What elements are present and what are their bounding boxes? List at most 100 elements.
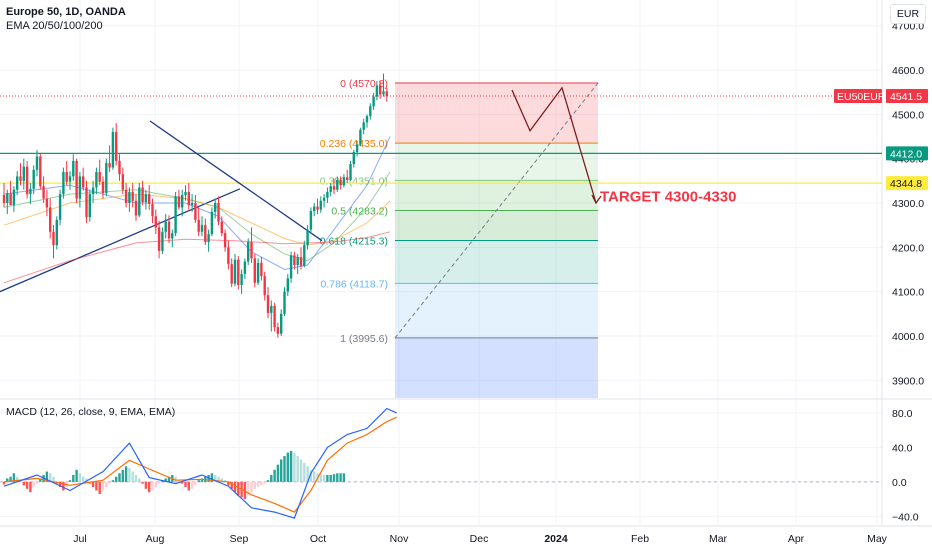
candle-body [65,171,68,182]
time-axis-tick: Jul [73,533,86,545]
candle-body [194,203,197,220]
macd-histogram-bar [286,452,289,482]
macd-histogram-bar [256,481,260,488]
ema-line [3,193,391,246]
candle-body [210,211,214,235]
macd-histogram-bar [32,481,35,488]
macd-histogram-bar [138,478,141,482]
candle-body [342,177,346,186]
target-annotation: TARGET 4300-4330 [600,188,736,205]
macd-histogram-bar [78,473,82,482]
candle-body [379,85,382,95]
macd-histogram-bar [322,475,326,482]
candle-body [247,242,250,262]
fib-level-label: 0.236 (4435.0) [320,138,388,150]
candle-body [253,258,256,283]
time-axis-tick: Nov [390,533,409,545]
candle-body [42,186,45,199]
candle-body [204,225,207,242]
macd-histogram-bar [177,480,181,482]
macd-histogram-bar [336,473,339,482]
macd-histogram-bar [91,481,95,488]
candle-body [115,132,118,161]
macd-histogram-bar [85,478,88,482]
candle-body [161,231,164,251]
candle-body [372,96,375,107]
macd-histogram-bar [75,469,78,482]
macd-histogram-bar [253,481,256,489]
macd-histogram-bar [237,481,240,496]
macd-histogram-bar [214,475,217,482]
macd-histogram-bar [283,456,286,482]
macd-histogram-bar [25,481,29,489]
candle-body [223,233,227,248]
fib-zone [395,143,598,181]
candle-body [375,85,379,97]
macd-histogram-bar [227,481,230,486]
fib-level-label: 1 (3995.6) [340,333,388,345]
price-tag [886,176,928,191]
candle-body [108,163,111,168]
forecast-arrowhead [591,194,602,205]
macd-histogram-bar [6,478,9,482]
candle-body [243,261,247,274]
macd-signal-line [3,416,397,513]
time-axis-tick: May [867,533,888,545]
macd-histogram-bar [280,459,283,482]
candle-body [296,257,299,266]
macd-histogram-bar [276,464,280,482]
macd-histogram-bar [174,476,177,482]
candle-body [187,191,190,206]
candle-body [283,291,286,314]
candle-body [319,200,322,210]
macd-histogram-bar [190,481,194,489]
macd-histogram-bar [108,481,111,484]
candle-body [98,171,101,182]
macd-histogram-bar [118,473,121,482]
macd-histogram-bar [266,480,270,482]
macd-indicator-label[interactable]: MACD (12, 26, close, 9, EMA, EMA) [6,406,176,418]
candle-body [237,259,240,285]
candle-body [339,179,342,186]
candle-body [72,160,75,177]
symbol-tag-label: EU50EUR [837,91,886,103]
macd-histogram-bar [181,481,184,484]
candle-body [309,210,313,230]
candle-body [326,191,329,198]
macd-histogram-bar [115,476,118,482]
macd-histogram-bar [121,469,124,482]
currency-selector[interactable]: EUR [890,4,926,24]
candle-body [230,264,233,284]
fib-zone [395,240,598,284]
fib-zone [395,82,598,144]
fib-level-label: 0.618 (4215.3) [320,236,388,248]
price-tag [886,146,928,161]
macd-histogram-bar [289,450,293,482]
macd-histogram-bar [52,476,55,482]
macd-histogram-bar [200,478,204,482]
candle-body [88,194,91,218]
candle-body [289,255,293,279]
candle-body [95,171,98,188]
candle-body [25,166,29,195]
candle-body [6,193,9,203]
candle-body [256,262,260,283]
candle-body [101,181,105,194]
symbol-tag [834,88,882,103]
time-axis-tick: Dec [470,533,489,545]
price-tag-label: 4412.0 [890,148,922,160]
candle-body [12,189,16,206]
macd-histogram-bar [263,481,266,484]
candle-body [167,221,171,239]
candle-body [2,195,6,203]
candle-body [141,187,144,203]
ema-indicator-label[interactable]: EMA 20/50/100/200 [6,20,103,32]
fib-zone [395,283,598,338]
candle-body [355,144,359,153]
macd-histogram-bar [2,481,6,485]
descending-trend-line [149,120,323,242]
time-axis-tick: 2024 [544,533,568,545]
candle-body [217,203,220,222]
candle-body [164,221,167,232]
